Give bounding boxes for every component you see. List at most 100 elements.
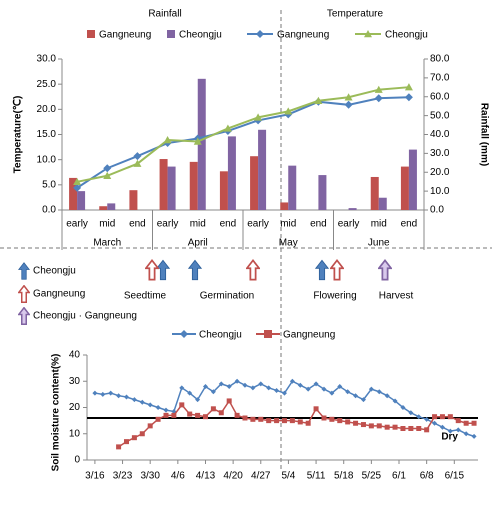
marker (234, 378, 240, 384)
bar (370, 176, 379, 210)
x-tick-label: 5/11 (307, 471, 326, 482)
marker (455, 418, 461, 424)
x-tick-label: mid (190, 219, 206, 230)
marker (463, 420, 469, 426)
marker (404, 93, 413, 102)
marker (254, 113, 263, 121)
y2-tick-label: 50.0 (430, 110, 450, 121)
bar (250, 156, 259, 210)
marker (116, 393, 122, 399)
marker (289, 418, 295, 424)
marker (400, 426, 406, 431)
marker (368, 423, 374, 429)
marker (313, 381, 319, 387)
legend-label: Cheongju (199, 330, 242, 341)
marker (314, 96, 323, 104)
y2-tick-label: 60.0 (430, 91, 450, 102)
bar (280, 202, 289, 210)
marker (187, 411, 193, 417)
bar (400, 166, 409, 210)
stage-label: Flowering (313, 291, 356, 302)
marker (179, 385, 185, 391)
stage-arrows: Seedtime Germination Flowering Harvest (124, 259, 414, 302)
legend-label: Cheongju (385, 30, 428, 41)
marker (471, 420, 477, 426)
marker (321, 415, 327, 421)
marker (281, 390, 287, 396)
y2-tick-label: 0.0 (430, 205, 444, 216)
marker (131, 397, 137, 403)
x-tick-label: mid (280, 219, 296, 230)
legend-swatch (167, 30, 175, 38)
separators (0, 10, 492, 470)
legend-label: Cheongju (33, 266, 76, 277)
threshold-label: Dry (441, 432, 458, 443)
y-tick-label: 30 (69, 376, 81, 387)
marker (202, 414, 208, 420)
bar (69, 177, 78, 210)
line (76, 96, 409, 189)
x-tick-label: 6/8 (420, 471, 434, 482)
marker (103, 171, 112, 179)
marker (116, 444, 122, 450)
marker (305, 386, 311, 392)
x-tick-label: end (220, 219, 237, 230)
marker (281, 418, 287, 424)
x-tick-label: mid (99, 219, 115, 230)
y-tick-label: 10 (69, 428, 81, 439)
y2-tick-label: 10.0 (430, 186, 450, 197)
x-tick-label: mid (371, 219, 387, 230)
marker (266, 385, 272, 391)
x-tick-label: 4/27 (251, 471, 271, 482)
marker (313, 406, 319, 412)
bar (408, 149, 417, 210)
marker (353, 393, 359, 399)
month-label: March (93, 238, 121, 249)
x-tick-label: early (66, 219, 88, 230)
legend-marker (264, 330, 272, 338)
marker (432, 420, 438, 426)
x-tick-label: end (310, 219, 327, 230)
legend-label: Gangneung (283, 330, 335, 341)
legend-label: Gangneung (33, 289, 85, 300)
marker (463, 431, 469, 437)
marker (171, 412, 177, 418)
marker (384, 424, 390, 430)
marker (284, 107, 293, 115)
marker (242, 382, 248, 388)
marker (226, 384, 232, 389)
marker (416, 426, 422, 431)
marker (250, 385, 256, 391)
marker (133, 159, 142, 167)
stage-label: Harvest (379, 291, 414, 302)
bar (227, 136, 236, 210)
x-tick-label: 6/15 (445, 471, 465, 482)
marker (424, 427, 430, 433)
y2-tick-label: 20.0 (430, 167, 450, 178)
x-tick-label: 6/1 (392, 471, 406, 482)
marker (131, 435, 137, 441)
marker (424, 416, 430, 422)
legend-label: Gangneung (99, 30, 151, 41)
marker (439, 424, 445, 430)
marker (155, 405, 161, 410)
marker (250, 416, 256, 422)
marker (345, 389, 351, 395)
bar (159, 159, 168, 210)
y-axis-label: Temperature(℃) (13, 96, 24, 174)
marker (368, 386, 374, 392)
marker (108, 390, 114, 396)
legend-marker (256, 30, 264, 38)
marker (376, 423, 382, 429)
marker (345, 419, 351, 425)
x-tick-label: 4/13 (196, 471, 216, 482)
marker (297, 419, 303, 425)
legend-label: Cheongju (179, 30, 222, 41)
marker (218, 410, 224, 416)
marker (432, 414, 438, 420)
marker (297, 382, 303, 388)
bar (348, 208, 357, 210)
bar (167, 166, 176, 210)
marker (163, 412, 169, 418)
marker (289, 378, 295, 384)
